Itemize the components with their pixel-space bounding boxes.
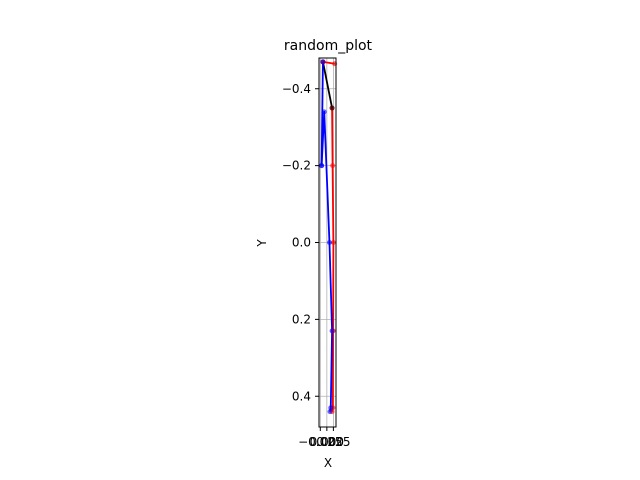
x-tick-label: −0.025 [298, 435, 342, 449]
y-tick-label: −0.2 [282, 159, 311, 173]
x-tick-label: 0.000 [310, 435, 344, 449]
data-point [320, 59, 326, 65]
data-point [319, 163, 325, 169]
data-point [329, 328, 335, 334]
series-line-4 [320, 61, 324, 166]
data-point [326, 240, 332, 245]
x-axis-label: X [324, 456, 332, 470]
y-ticks: −0.4 −0.2 0.0 0.2 0.4 [282, 82, 319, 403]
series-group [320, 60, 335, 412]
data-point [330, 163, 336, 169]
y-axis-label: Y [255, 239, 269, 248]
series-line-2 [322, 61, 333, 109]
data-point [327, 409, 333, 415]
data-point [330, 240, 336, 245]
data-point [329, 105, 335, 111]
data-point [321, 109, 327, 115]
data-point [328, 405, 334, 411]
y-tick-label: 0.2 [292, 312, 311, 326]
chart-title: random_plot [284, 38, 373, 54]
y-tick-label: −0.4 [282, 82, 311, 96]
y-tick-label: 0.4 [292, 389, 311, 403]
x-tick-label: 0.025 [316, 435, 350, 449]
y-tick-label: 0.0 [292, 236, 311, 250]
